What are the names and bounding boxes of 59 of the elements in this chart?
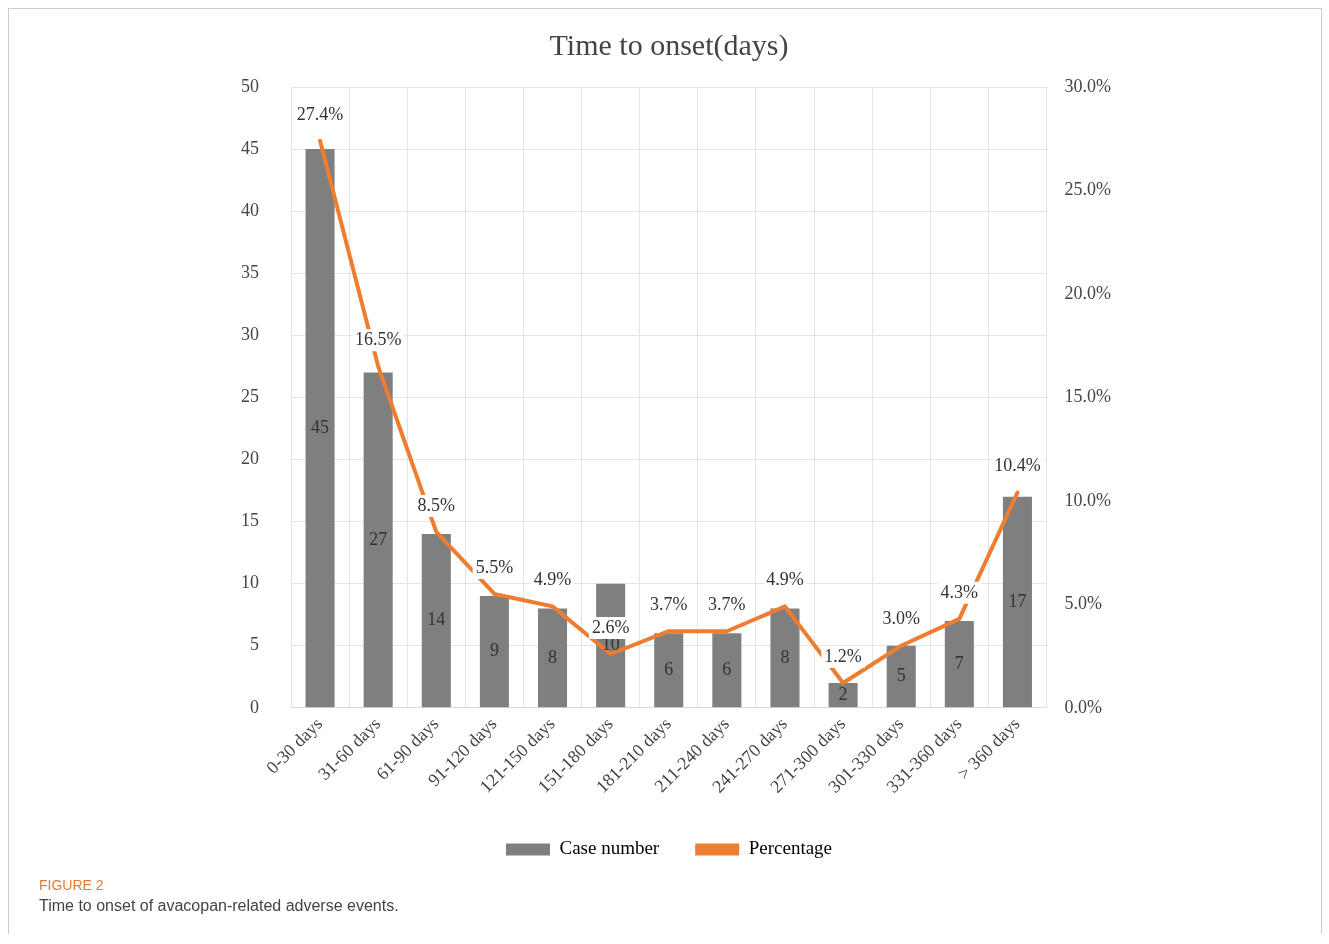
y-tick-label: 25: [241, 386, 259, 407]
data-label: 4.9%: [766, 569, 804, 590]
data-label: 4.9%: [533, 569, 572, 590]
y-tick-label: 15: [241, 510, 259, 531]
data-label: 1.2%: [824, 645, 862, 666]
data-label: 27.4%: [296, 103, 344, 124]
data-label: 5.5%: [475, 556, 514, 577]
y2-tick-label: 20.0%: [1064, 282, 1112, 303]
data-label: 6: [664, 659, 674, 680]
bar: [886, 645, 916, 708]
y-tick-label: 10: [241, 572, 259, 593]
bar: [1002, 496, 1032, 708]
data-label: 9: [489, 640, 499, 661]
bar: [479, 596, 509, 708]
y-tick-label: 30: [241, 324, 259, 345]
bar: [363, 372, 393, 708]
legend-label: Percentage: [748, 837, 833, 859]
bar: [944, 620, 974, 708]
data-label: 17: [1008, 590, 1027, 611]
data-label: 3.7%: [708, 593, 746, 614]
data-label: 5: [896, 665, 906, 686]
data-label: 4.3%: [940, 581, 979, 602]
y-tick-label: 5: [250, 634, 259, 655]
y2-tick-label: 10.0%: [1064, 489, 1112, 510]
y-tick-label: 0: [250, 696, 259, 717]
data-label: 10.4%: [994, 455, 1041, 476]
data-label: 8: [780, 646, 790, 667]
data-label: 2: [838, 683, 848, 704]
data-label: 14: [427, 609, 446, 630]
bar: [654, 633, 684, 708]
y2-tick-label: 5.0%: [1064, 593, 1103, 614]
y-tick-label: 40: [241, 199, 259, 220]
data-label: 2.6%: [591, 616, 630, 637]
y2-tick-label: 0.0%: [1064, 696, 1103, 717]
data-label: 27: [369, 528, 388, 549]
bar: [537, 608, 568, 708]
data-label: 8.5%: [417, 494, 456, 515]
caption: FIGURE 2: [39, 877, 105, 893]
y-tick-label: 35: [241, 261, 259, 282]
text: Time to onset of avacopan-related adverse events.: [39, 897, 399, 915]
legend-label: Case number: [559, 837, 660, 859]
y2-tick-label: 15.0%: [1064, 386, 1112, 407]
data-label: 3.0%: [882, 608, 920, 629]
y2-tick-label: 30.0%: [1064, 75, 1112, 96]
bar: [421, 533, 451, 708]
data-label: 3.7%: [650, 593, 688, 614]
data-label: 16.5%: [354, 329, 402, 350]
y-tick-label: 45: [241, 137, 259, 158]
bar: [712, 633, 742, 708]
data-label: 45: [311, 416, 330, 437]
y-tick-label: 50: [241, 75, 259, 96]
bar: [770, 608, 800, 708]
data-label: 7: [954, 652, 964, 673]
y2-tick-label: 25.0%: [1064, 179, 1112, 200]
y-tick-label: 20: [241, 448, 259, 469]
bar: [305, 149, 335, 708]
data-label: 6: [722, 659, 732, 680]
data-label: 8: [548, 646, 558, 667]
chart-title: Time to onset(days): [549, 27, 789, 62]
